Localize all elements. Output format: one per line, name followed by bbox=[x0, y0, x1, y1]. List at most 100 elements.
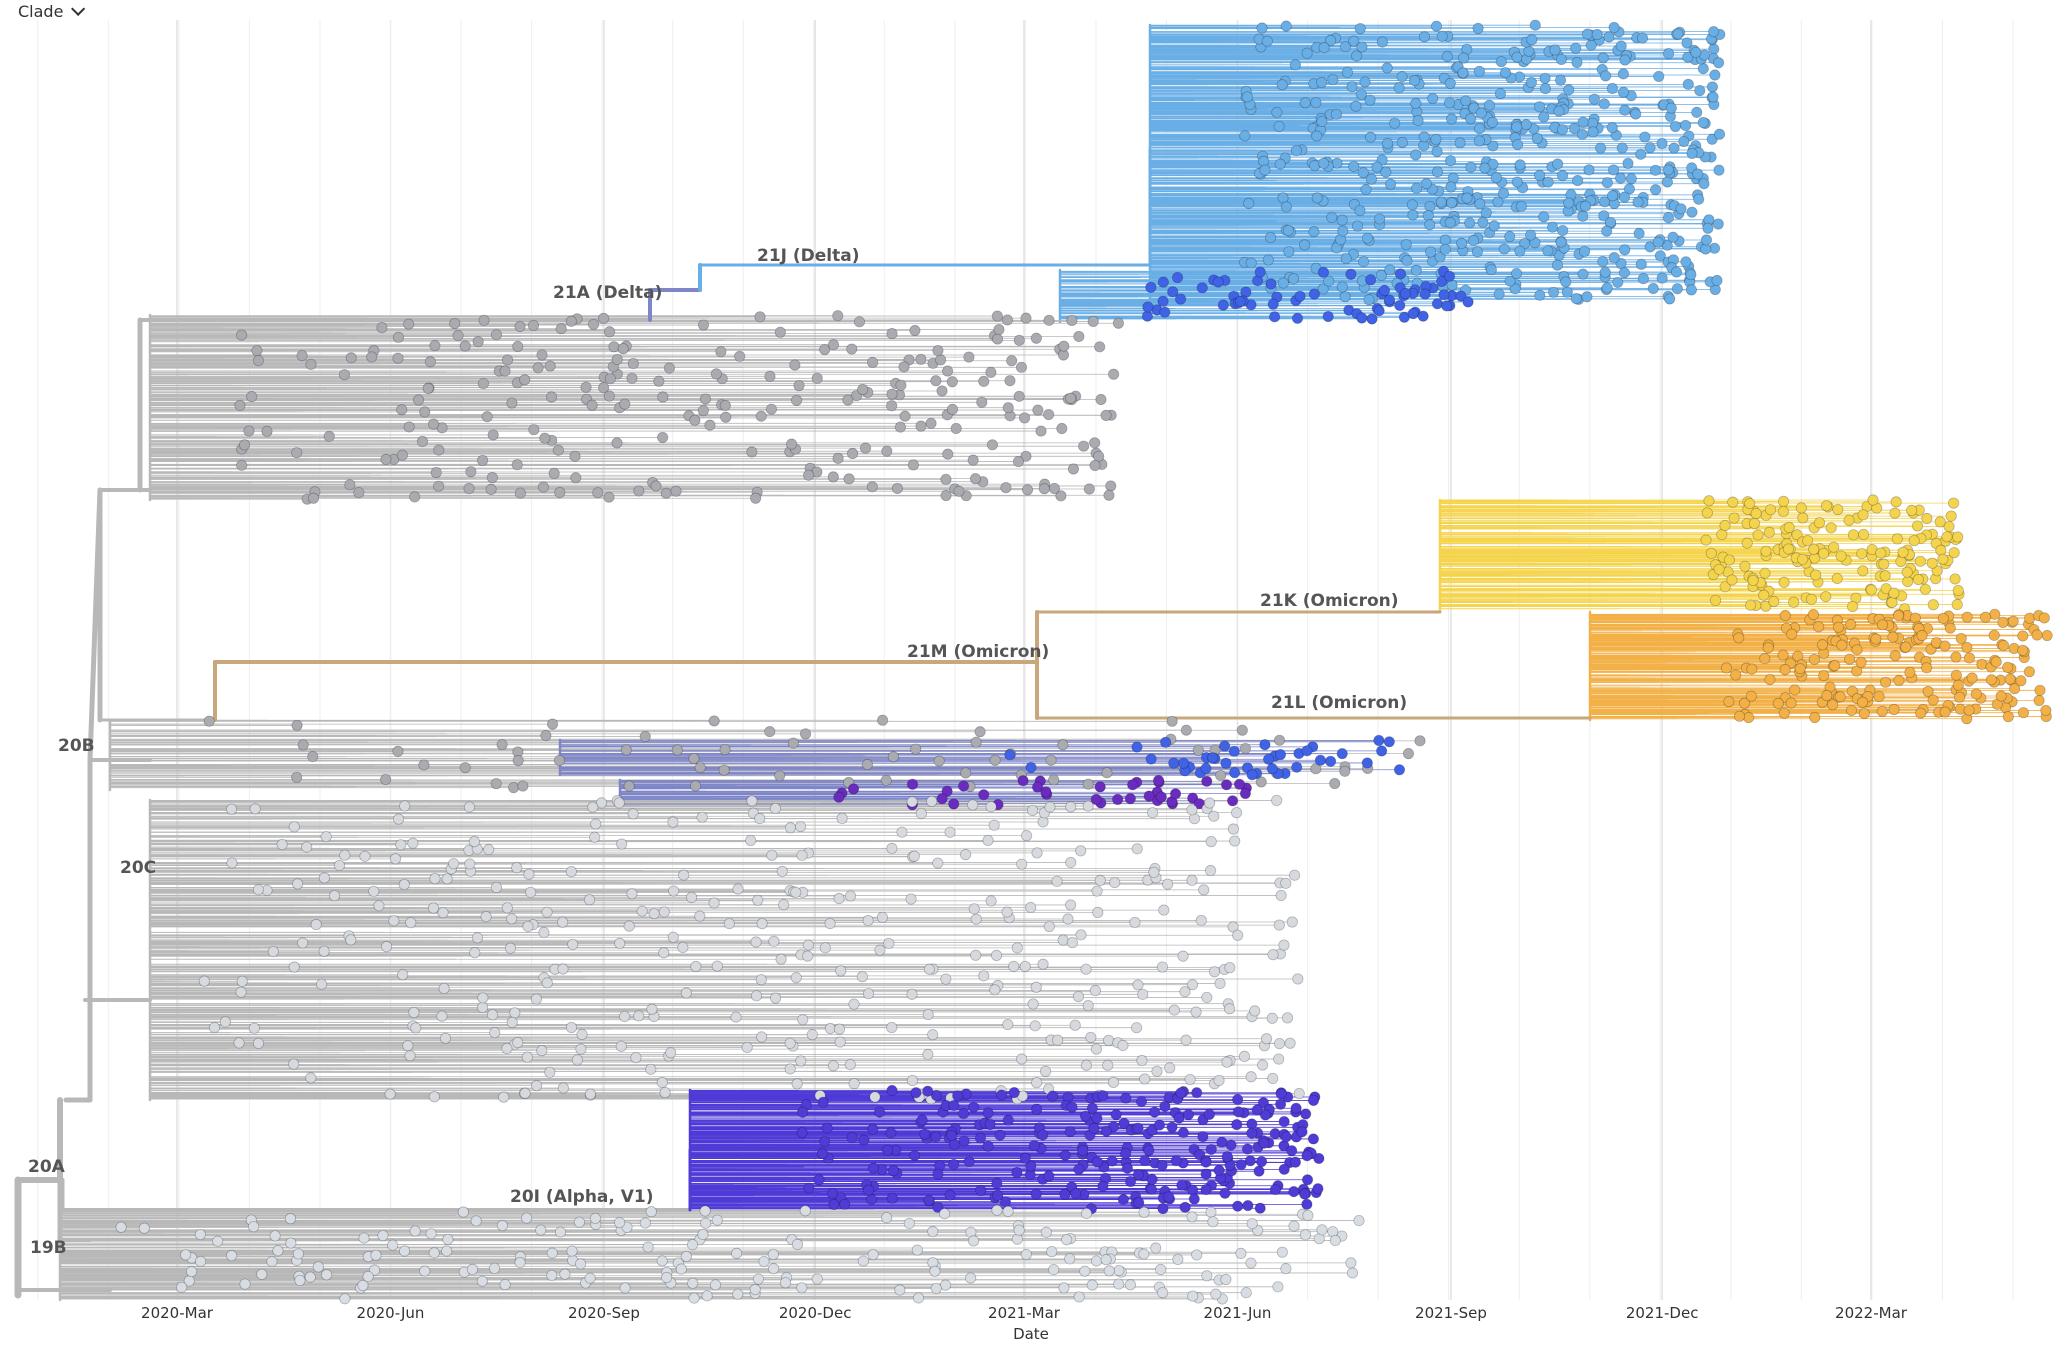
tip-point bbox=[1356, 41, 1368, 53]
color-by-dropdown[interactable]: Clade bbox=[18, 0, 86, 22]
tip-point bbox=[1473, 122, 1486, 135]
tip-point bbox=[1327, 74, 1339, 86]
tip-point bbox=[1599, 266, 1611, 278]
tip-point bbox=[1493, 288, 1505, 300]
tip-point bbox=[1555, 53, 1567, 66]
tip-point bbox=[1514, 245, 1526, 257]
tip-point bbox=[1597, 255, 1609, 268]
tip-point bbox=[1691, 106, 1703, 118]
tip-point bbox=[1464, 217, 1476, 229]
tip-point bbox=[1664, 293, 1676, 305]
tip-point bbox=[1274, 158, 1286, 170]
tip-point bbox=[1431, 145, 1443, 158]
tip-point bbox=[1480, 207, 1492, 219]
tip-point bbox=[1529, 19, 1541, 31]
tip-point bbox=[1401, 254, 1413, 267]
tip-point bbox=[1497, 187, 1510, 199]
tip-point bbox=[1635, 258, 1647, 270]
tip-point bbox=[1357, 256, 1370, 268]
tip-point bbox=[1287, 273, 1300, 285]
tip-point bbox=[1511, 121, 1523, 133]
tip-point bbox=[1494, 87, 1507, 100]
tip-point bbox=[1167, 286, 1179, 298]
tip-point bbox=[1430, 20, 1443, 32]
tip-point bbox=[1697, 116, 1709, 129]
tip-point bbox=[1560, 276, 1572, 288]
tip-point bbox=[1583, 164, 1595, 176]
tip-point bbox=[1488, 220, 1500, 232]
tip-point bbox=[1552, 158, 1564, 170]
tip-point bbox=[1245, 257, 1257, 269]
tip-point bbox=[1591, 28, 1603, 41]
tip-point bbox=[1467, 234, 1480, 247]
tip-point bbox=[1310, 96, 1322, 109]
tip-point bbox=[1361, 232, 1374, 244]
tip-point bbox=[1539, 72, 1551, 85]
tip-point bbox=[1601, 282, 1613, 294]
tip-point bbox=[1693, 193, 1705, 205]
tip-point bbox=[1690, 46, 1702, 59]
tip-point bbox=[1446, 113, 1458, 125]
tip-point bbox=[1410, 149, 1422, 161]
tip-point bbox=[1571, 56, 1583, 69]
tip-point bbox=[1350, 50, 1363, 62]
tip-point bbox=[1340, 252, 1352, 265]
tip-point bbox=[1548, 286, 1560, 298]
tip-point bbox=[1669, 120, 1681, 133]
tip-point bbox=[1612, 276, 1624, 289]
tip-point bbox=[1588, 93, 1600, 105]
tip-point bbox=[1542, 245, 1554, 257]
tip-point bbox=[1434, 251, 1446, 263]
tip-point bbox=[1341, 66, 1353, 78]
tip-point bbox=[1712, 218, 1724, 230]
tip-point bbox=[1490, 172, 1502, 184]
tip-point bbox=[1607, 164, 1620, 176]
tip-point bbox=[1601, 225, 1613, 237]
tip-point bbox=[1694, 85, 1706, 97]
tip-point bbox=[1283, 246, 1295, 258]
tip-point bbox=[1672, 28, 1684, 40]
tip-point bbox=[1365, 173, 1378, 185]
tip-point bbox=[1290, 144, 1303, 157]
tip-point bbox=[1554, 74, 1567, 86]
tip-point bbox=[1430, 133, 1442, 146]
tip-point bbox=[1407, 209, 1419, 221]
tip-point bbox=[1330, 108, 1342, 120]
tip-point bbox=[1441, 50, 1453, 62]
tip-point bbox=[1515, 200, 1527, 212]
tip-point bbox=[1400, 238, 1412, 251]
tip-point bbox=[1483, 99, 1495, 111]
tip-point bbox=[1384, 264, 1396, 276]
tip-point bbox=[1661, 176, 1673, 188]
tip-point bbox=[1436, 30, 1448, 42]
tip-point bbox=[1649, 164, 1662, 176]
tip-point bbox=[1316, 115, 1328, 128]
tip-point bbox=[1685, 269, 1697, 281]
tip-point bbox=[1581, 291, 1593, 303]
tip-point bbox=[1615, 257, 1627, 270]
tip-point bbox=[1439, 243, 1451, 255]
tip-point bbox=[1311, 130, 1323, 142]
tip-point bbox=[1271, 106, 1283, 119]
tip-point bbox=[1680, 256, 1692, 268]
tip-point bbox=[1318, 157, 1330, 169]
tip-point bbox=[1282, 224, 1294, 237]
tip-point bbox=[1702, 222, 1714, 234]
tip-point bbox=[1443, 97, 1456, 109]
tip-point bbox=[1561, 286, 1573, 298]
tip-point bbox=[1686, 206, 1698, 218]
tip-point bbox=[1336, 214, 1348, 226]
tip-point bbox=[1381, 137, 1394, 150]
tip-point bbox=[1354, 204, 1366, 217]
tip-point bbox=[1454, 137, 1466, 149]
tip-point bbox=[1456, 237, 1468, 249]
tip-point bbox=[1670, 266, 1683, 278]
tip-group bbox=[1239, 19, 1726, 306]
tip-point bbox=[1662, 164, 1674, 176]
tip-point bbox=[1350, 100, 1362, 112]
tip-point bbox=[1504, 230, 1516, 243]
tip-point bbox=[1686, 147, 1698, 160]
tip-point bbox=[1636, 32, 1649, 44]
tip-point bbox=[1598, 98, 1610, 110]
tip-point bbox=[1692, 168, 1704, 180]
